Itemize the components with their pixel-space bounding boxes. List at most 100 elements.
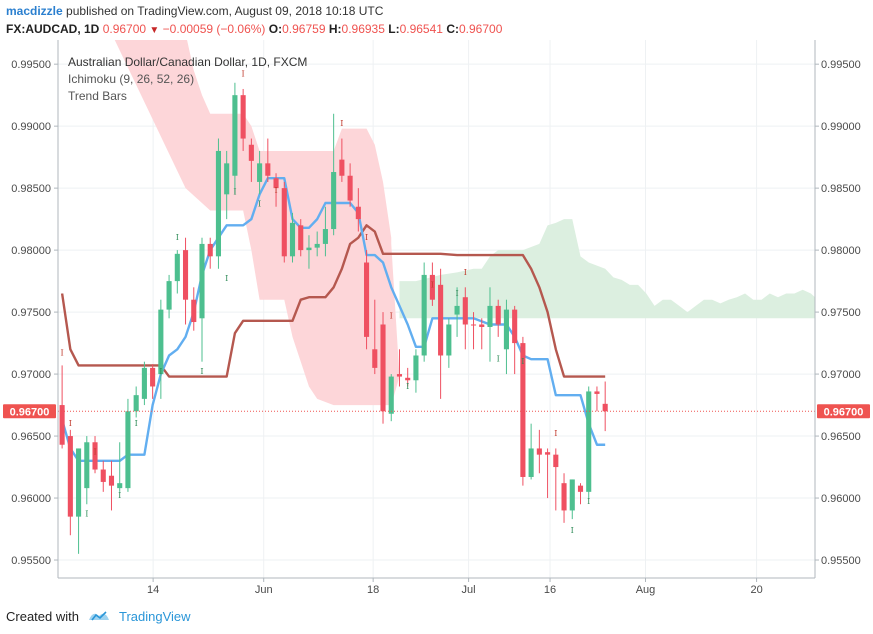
indicator-ichimoku[interactable]: Ichimoku (9, 26, 52, 26)	[68, 72, 194, 86]
y-tick-label-right: 0.97500	[821, 307, 861, 319]
candle-body	[536, 448, 542, 455]
x-tick-label: Jun	[255, 584, 273, 596]
candle-body	[166, 281, 172, 310]
candle-body	[479, 324, 485, 327]
candle-body	[561, 483, 567, 511]
y-tick-label-left: 0.98000	[11, 245, 51, 257]
candle-body	[438, 284, 444, 356]
candle-body	[125, 411, 131, 489]
publish-text: published on TradingView.com, August 09,…	[66, 4, 384, 18]
x-tick-label: Aug	[636, 584, 656, 596]
y-tick-label-right: 0.96000	[821, 493, 861, 505]
candle-body	[215, 150, 222, 257]
trend-bar-marker: I	[406, 382, 409, 391]
trend-bar-marker: I	[390, 311, 393, 320]
created-with-label: Created with	[6, 608, 79, 624]
author-name[interactable]: macdizzle	[6, 4, 63, 18]
candle-body	[158, 309, 164, 375]
candle-body	[141, 367, 147, 399]
trend-bar-marker: I	[431, 280, 434, 289]
candle-body	[380, 324, 386, 412]
tradingview-link[interactable]: TradingView	[118, 608, 191, 624]
candle-body	[405, 377, 411, 381]
trend-bar-marker: I	[176, 233, 179, 242]
candle-body	[462, 297, 468, 325]
candle-body	[117, 483, 123, 489]
candle-body	[355, 206, 361, 220]
ichimoku-cloud	[114, 40, 815, 406]
candle-body	[67, 436, 73, 517]
candle-body	[528, 448, 534, 477]
candle-body	[281, 188, 287, 257]
candle-body	[133, 395, 139, 412]
low-label: L:	[388, 22, 400, 36]
candle-body	[224, 163, 230, 195]
candle-body	[594, 391, 600, 394]
candle-body	[446, 324, 452, 356]
trend-bar-marker: I	[242, 70, 245, 79]
base-line	[60, 224, 606, 378]
x-tick-label: 14	[147, 584, 159, 596]
x-tick-label: 20	[750, 584, 762, 596]
trend-bar-marker: I	[587, 497, 590, 506]
candle-body	[108, 475, 115, 486]
close-label: C:	[446, 22, 459, 36]
trend-bar-marker: I	[69, 419, 72, 428]
candle-body	[240, 95, 246, 139]
candle-body	[495, 305, 501, 325]
y-tick-label-left: 0.97000	[11, 369, 51, 381]
low-value: 0.96541	[399, 22, 443, 36]
candle-body	[421, 274, 427, 356]
trend-bar-markers: I I I I I I I I I I I I I I I I I I I I I I I I I I	[61, 70, 591, 535]
trend-bar-marker: I	[225, 274, 228, 283]
candle-body	[92, 442, 98, 470]
candle-body	[76, 448, 82, 517]
symbol-label: FX:AUDCAD, 1D	[6, 22, 100, 36]
tradingview-logo-icon	[88, 611, 109, 621]
candle-body	[569, 479, 575, 511]
candle-body	[413, 355, 419, 381]
price-tag-right: 0.96700	[824, 406, 864, 418]
trend-bar-marker: I	[464, 268, 467, 277]
candle-body	[199, 243, 205, 319]
quote-bar: FX:AUDCAD, 1D 0.96700 ▼ −0.00059 (−0.06%…	[6, 22, 502, 36]
candle-body	[520, 343, 526, 477]
candle-body	[273, 178, 279, 189]
candles	[59, 82, 608, 554]
x-tick-label: 18	[367, 584, 379, 596]
price-change: −0.00059 (−0.06%)	[162, 22, 266, 36]
candle-body	[257, 163, 263, 182]
trend-bar-marker: I	[340, 119, 343, 128]
trend-bar-marker: I	[93, 448, 96, 457]
open-label: O:	[268, 22, 283, 36]
candle-body	[298, 225, 304, 251]
candle-body	[429, 274, 435, 300]
y-tick-label-left: 0.97500	[11, 307, 51, 319]
candle-body	[545, 452, 551, 455]
candle-body	[100, 469, 106, 482]
y-tick-label-right: 0.97000	[821, 369, 861, 381]
trend-bar-marker: I	[135, 419, 138, 428]
trend-bar-marker: I	[274, 186, 277, 195]
candle-body	[207, 243, 213, 257]
candle-body	[322, 229, 328, 244]
footer: Created with TradingView	[6, 608, 191, 624]
y-tick-label-right: 0.95500	[821, 555, 861, 567]
y-tick-label-right: 0.98000	[821, 245, 861, 257]
candle-body	[553, 454, 559, 468]
indicator-trend-bars[interactable]: Trend Bars	[68, 89, 127, 103]
candle-body	[248, 144, 254, 161]
bearish-cloud	[114, 40, 400, 406]
publish-info: macdizzle published on TradingView.com, …	[6, 4, 383, 18]
trend-bar-marker: I	[455, 289, 458, 298]
candle-body	[232, 95, 238, 176]
candle-body	[396, 374, 403, 377]
candle-body	[289, 222, 296, 257]
chart-title: Australian Dollar/Canadian Dollar, 1D, F…	[68, 55, 307, 69]
trend-bar-marker: I	[61, 348, 64, 357]
y-tick-label-left: 0.95500	[11, 555, 51, 567]
trend-bar-marker: I	[571, 526, 574, 535]
trend-bar-marker: I	[118, 491, 121, 500]
high-label: H:	[328, 22, 342, 36]
